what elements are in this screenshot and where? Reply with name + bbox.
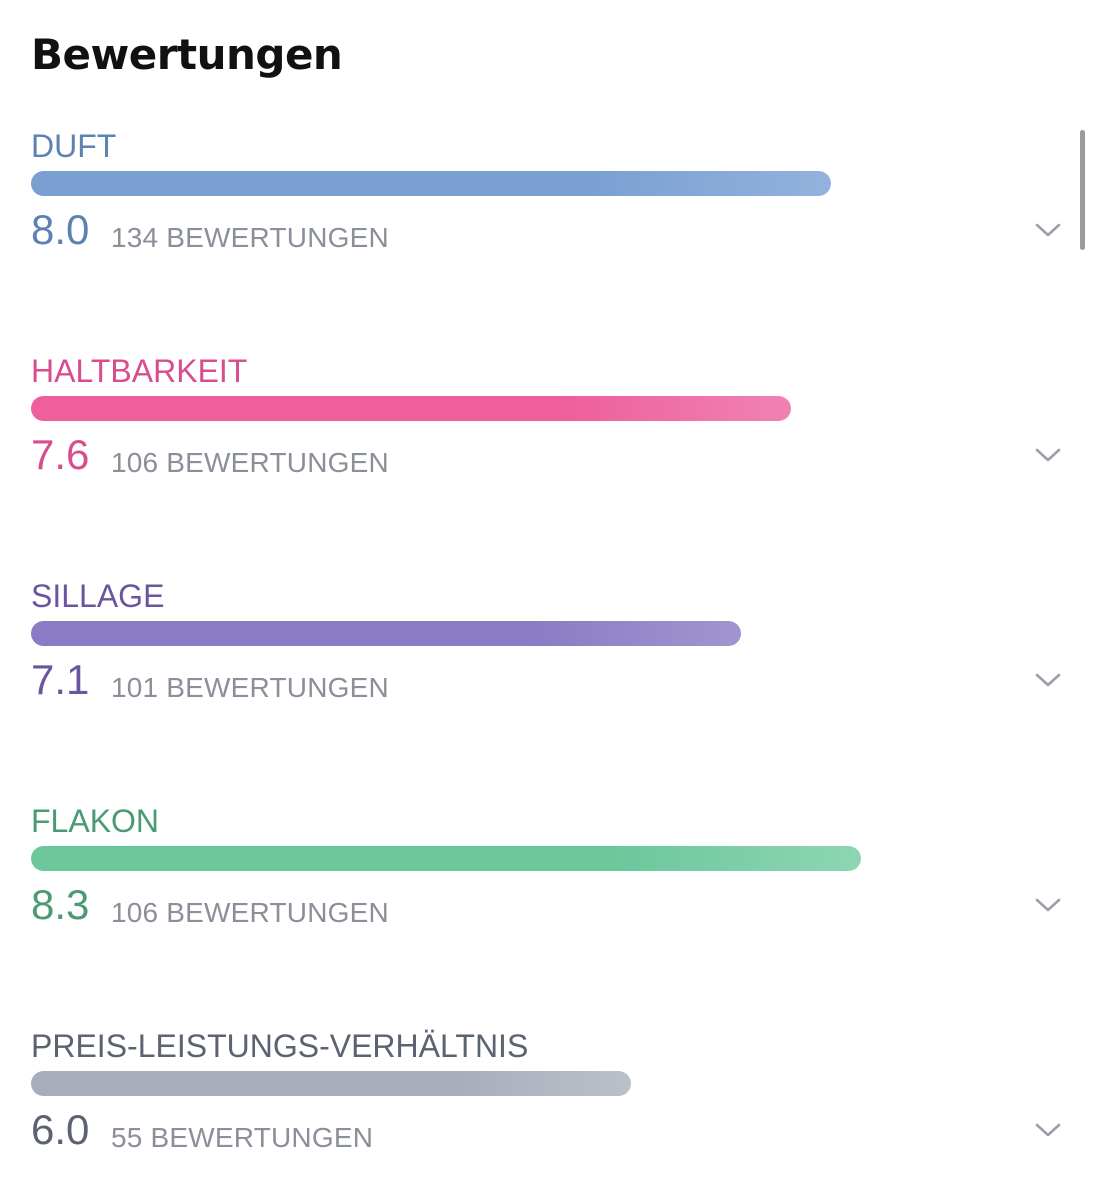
chevron-down-icon[interactable]: [1033, 670, 1063, 690]
rating-count: 106 BEWERTUNGEN: [111, 447, 389, 478]
rating-bar-track: [31, 396, 1031, 421]
rating-preis-leistung[interactable]: PREIS-LEISTUNGS-VERHÄLTNIS 6.0 55 BEWERT…: [31, 1028, 1071, 1188]
rating-score: 6.0: [31, 1106, 90, 1153]
rating-bar: [31, 171, 831, 196]
rating-label: SILLAGE: [31, 578, 165, 614]
rating-bar-track: [31, 1071, 1031, 1096]
page-title: Bewertungen: [31, 30, 343, 79]
rating-bar-track: [31, 171, 1031, 196]
rating-score: 7.6: [31, 431, 90, 478]
rating-bar: [31, 396, 791, 421]
rating-bar: [31, 846, 861, 871]
rating-count: 134 BEWERTUNGEN: [111, 222, 389, 253]
rating-duft[interactable]: DUFT 8.0 134 BEWERTUNGEN: [31, 128, 1071, 288]
rating-score: 8.0: [31, 206, 90, 253]
rating-bar-track: [31, 621, 1031, 646]
rating-bar: [31, 621, 741, 646]
rating-score: 7.1: [31, 656, 90, 703]
rating-bar: [31, 1071, 631, 1096]
rating-sillage[interactable]: SILLAGE 7.1 101 BEWERTUNGEN: [31, 578, 1071, 738]
chevron-down-icon[interactable]: [1033, 220, 1063, 240]
rating-haltbarkeit[interactable]: HALTBARKEIT 7.6 106 BEWERTUNGEN: [31, 353, 1071, 513]
scrollbar[interactable]: [1080, 130, 1085, 250]
rating-label: HALTBARKEIT: [31, 353, 248, 389]
rating-label: PREIS-LEISTUNGS-VERHÄLTNIS: [31, 1028, 529, 1064]
chevron-down-icon[interactable]: [1033, 445, 1063, 465]
chevron-down-icon[interactable]: [1033, 895, 1063, 915]
rating-count: 101 BEWERTUNGEN: [111, 672, 389, 703]
rating-bar-track: [31, 846, 1031, 871]
chevron-down-icon[interactable]: [1033, 1120, 1063, 1140]
rating-score: 8.3: [31, 881, 90, 928]
rating-count: 55 BEWERTUNGEN: [111, 1122, 374, 1153]
rating-flakon[interactable]: FLAKON 8.3 106 BEWERTUNGEN: [31, 803, 1071, 963]
rating-label: DUFT: [31, 128, 117, 164]
rating-label: FLAKON: [31, 803, 160, 839]
rating-count: 106 BEWERTUNGEN: [111, 897, 389, 928]
